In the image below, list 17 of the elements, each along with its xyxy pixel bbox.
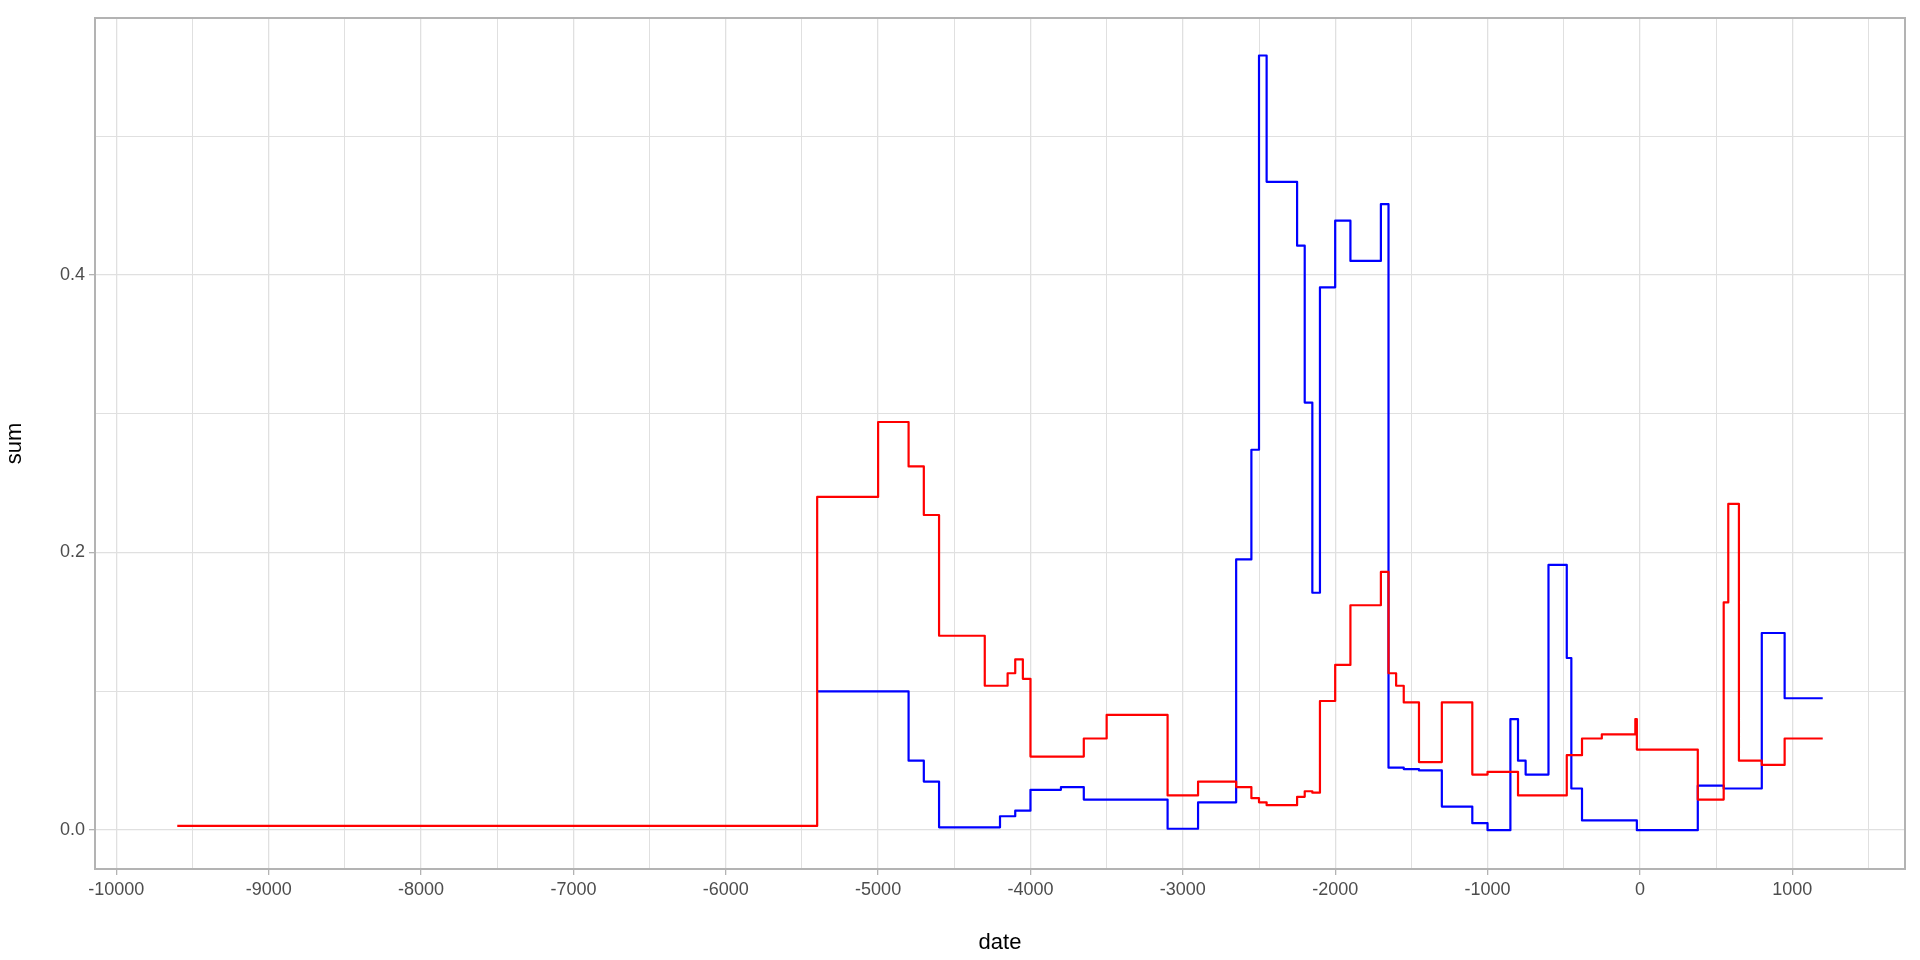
x-tick-label: -6000 bbox=[702, 878, 749, 899]
x-tick-label: -5000 bbox=[855, 878, 902, 899]
x-tick-label: -8000 bbox=[398, 878, 445, 899]
y-axis-title: sum bbox=[1, 422, 27, 465]
y-tick-label: 0.2 bbox=[59, 541, 85, 562]
x-tick-label: -3000 bbox=[1159, 878, 1206, 899]
x-tick-label: -10000 bbox=[88, 878, 145, 899]
x-tick-label: -4000 bbox=[1007, 878, 1054, 899]
y-tick-label: 0.0 bbox=[59, 819, 85, 840]
x-axis-title: date bbox=[978, 928, 1022, 954]
x-tick-label: -7000 bbox=[550, 878, 597, 899]
x-tick-label: 0 bbox=[1634, 878, 1645, 899]
x-tick-label: -2000 bbox=[1312, 878, 1359, 899]
x-tick-label: -9000 bbox=[245, 878, 292, 899]
x-tick-label: 1000 bbox=[1772, 878, 1813, 899]
x-tick-label: -1000 bbox=[1464, 878, 1511, 899]
y-tick-label: 0.4 bbox=[59, 263, 85, 284]
